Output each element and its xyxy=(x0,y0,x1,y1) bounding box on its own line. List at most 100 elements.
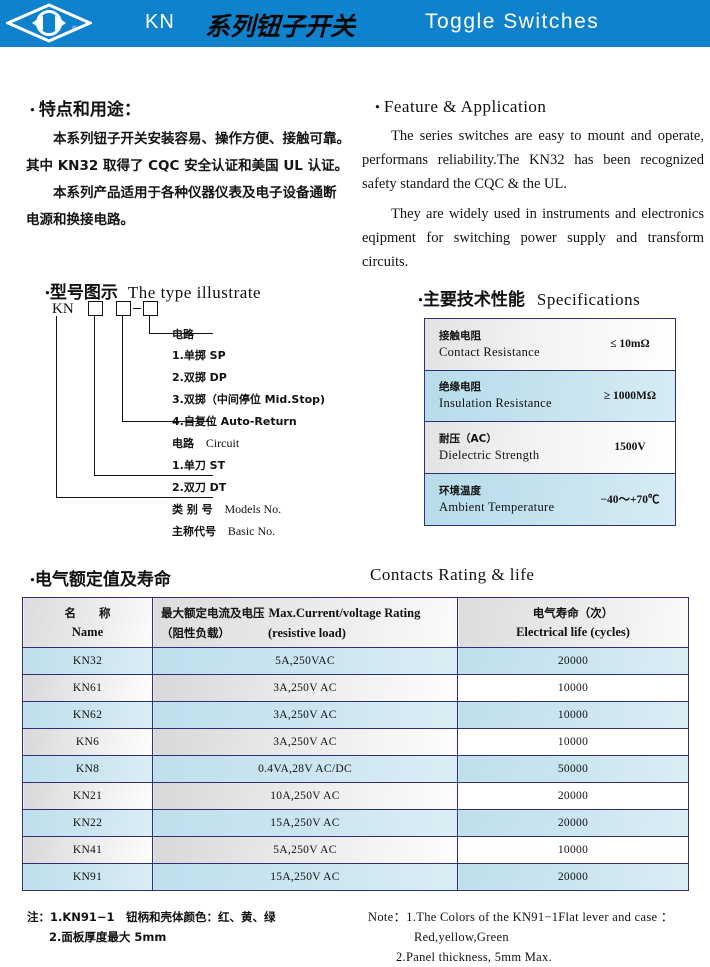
cell-rating: 15A,250V AC xyxy=(152,809,458,837)
cell-rating: 3A,250V AC xyxy=(152,728,458,756)
spec-name-cn: 环境温度 xyxy=(439,484,481,497)
col-header-life-cn: 电气寿命（次） xyxy=(532,605,614,620)
spec-name: 接触电阻 Contact Resistance xyxy=(425,328,585,361)
ratings-heading-en: Contacts Rating & life xyxy=(370,565,535,584)
col-header-rating-line2: （阻性负载） (resistive load) xyxy=(161,623,457,643)
type-box-models xyxy=(88,301,103,316)
note-cn-line-1: 注：1.KN91−1 钮柄和壳体颜色：红、黄、绿 xyxy=(27,910,276,924)
specifications-heading: •主要技术性能 Specifications xyxy=(418,290,641,310)
table-row: KN22 15A,250V AC 20000 xyxy=(22,809,689,837)
ti-g1-opt-4: 4.自复位 Auto-Return xyxy=(172,415,297,428)
feature-cn-line-4: 电源和换接电路。 xyxy=(26,212,134,228)
cell-name: KN8 xyxy=(22,755,153,783)
bullet-icon: • xyxy=(30,573,35,589)
leader-v-2 xyxy=(94,316,96,476)
cell-rating: 0.4VA,28V AC/DC xyxy=(152,755,458,783)
spec-row: 绝缘电阻 Insulation Resistance ≥ 1000MΩ xyxy=(425,370,675,422)
spec-value: ≤ 10mΩ xyxy=(610,338,650,351)
cell-name: KN62 xyxy=(22,701,153,729)
ti-g1-opt-1: 1.单掷 SP xyxy=(172,349,226,362)
cell-name: KN61 xyxy=(22,674,153,702)
spec-name-cn: 绝缘电阻 xyxy=(439,381,481,394)
col-header-life: 电气寿命（次） Electrical life (cycles) xyxy=(457,597,689,648)
spec-row: 耐压（AC） Dielectric Strength 1500V xyxy=(425,422,675,474)
cell-name: KN32 xyxy=(22,647,153,675)
ti-g2-label-en: Circuit xyxy=(205,436,240,450)
ti-g3-label-en: Models No. xyxy=(224,502,282,516)
ti-g2-opt-2: 2.双刀 DT xyxy=(172,481,227,494)
type-dash xyxy=(133,308,141,310)
feature-heading-en: • Feature & Application xyxy=(375,97,547,116)
cell-rating: 10A,250V AC xyxy=(152,782,458,810)
table-row: KN62 3A,250V AC 10000 xyxy=(22,701,689,729)
notes-en: Note：1.The Colors of the KN91−1Flat leve… xyxy=(368,907,703,967)
spec-name-cn: 耐压（AC） xyxy=(439,432,497,445)
spec-name-en: Dielectric Strength xyxy=(439,447,540,462)
cell-life: 20000 xyxy=(457,782,689,810)
note-cn-line-2: 2.面板厚度最大 5mm xyxy=(49,930,167,944)
cell-rating: 15A,250V AC xyxy=(152,863,458,891)
leader-h-1 xyxy=(56,497,213,499)
cell-life: 20000 xyxy=(457,809,689,837)
ti-g4-label-en: Basic No. xyxy=(227,524,276,538)
spec-name: 耐压（AC） Dielectric Strength xyxy=(425,431,585,464)
type-box-throw xyxy=(143,301,158,316)
col-header-rating-en1: Max.Current/voltage Rating xyxy=(268,605,421,620)
spec-name-en: Contact Resistance xyxy=(439,344,540,359)
type-illustrate-heading: •型号图示 The type illustrate xyxy=(45,283,262,303)
note-en-line-1: Note：1.The Colors of the KN91−1Flat leve… xyxy=(368,910,674,924)
header-title-en: Toggle Switches xyxy=(425,10,600,33)
spec-row: 环境温度 Ambient Temperature −40～+70℃ xyxy=(425,473,675,525)
bullet-icon: • xyxy=(45,286,50,302)
col-header-name: 名 称 Name xyxy=(22,597,153,648)
spec-value: 1500V xyxy=(614,441,646,454)
header-series-code: KN xyxy=(145,11,175,33)
ti-g1-opt-2: 2.双掷 DP xyxy=(172,371,227,384)
feature-cn-line-3: 本系列产品适用于各种仪器仪表及电子设备通断 xyxy=(53,185,337,201)
bullet-icon: • xyxy=(418,293,423,309)
type-prefix-label: KN xyxy=(52,301,74,317)
col-header-rating-cn1: 最大额定电流及电压 xyxy=(161,605,265,620)
registered-mark: ® xyxy=(72,26,78,33)
ti-g2-opt-1: 1.单刀 ST xyxy=(172,459,226,472)
leader-h-3 xyxy=(122,421,213,423)
spec-value: −40～+70℃ xyxy=(600,494,660,507)
ratings-heading-cn: •电气额定值及寿命 xyxy=(30,570,171,590)
spec-row: 接触电阻 Contact Resistance ≤ 10mΩ xyxy=(425,319,675,371)
feature-cn-line-2: 其中 KN32 取得了 CQC 安全认证和美国 UL 认证。 xyxy=(26,158,349,174)
col-header-rating-cn2: （阻性负载） xyxy=(161,625,230,640)
leader-v-4 xyxy=(149,316,151,334)
leader-v-3 xyxy=(122,316,124,422)
ti-g3-label-cn: 类 别 号 xyxy=(172,503,213,516)
table-row: KN21 10A,250V AC 20000 xyxy=(22,782,689,810)
feature-en-para-1: The series switches are easy to mount an… xyxy=(362,128,704,192)
note-en-line-2: Red,yellow,Green xyxy=(414,930,509,944)
cell-rating: 5A,250V AC xyxy=(152,836,458,864)
spec-name: 绝缘电阻 Insulation Resistance xyxy=(425,379,585,412)
table-row: KN41 5A,250V AC 10000 xyxy=(22,836,689,864)
feature-heading-cn: • 特点和用途： xyxy=(30,100,141,120)
type-box-circuit xyxy=(116,301,131,316)
cell-rating: 5A,250VAC xyxy=(152,647,458,675)
leader-h-4 xyxy=(149,333,213,335)
ti-g4-label-cn: 主称代号 xyxy=(172,525,216,538)
notes-cn: 注：1.KN91−1 钮柄和壳体颜色：红、黄、绿 2.面板厚度最大 5mm xyxy=(27,907,357,947)
feature-cn-line-1: 本系列钮子开关安装容易、操作方便、接触可靠。 xyxy=(53,131,350,147)
spec-name-cn: 接触电阻 xyxy=(439,329,481,342)
header-title-cn: 系列钮子开关 xyxy=(205,12,356,41)
spec-name: 环境温度 Ambient Temperature xyxy=(425,483,585,516)
cell-life: 20000 xyxy=(457,647,689,675)
cell-rating: 3A,250V AC xyxy=(152,674,458,702)
col-header-life-en: Electrical life (cycles) xyxy=(516,624,630,639)
cell-rating: 3A,250V AC xyxy=(152,701,458,729)
cell-name: KN91 xyxy=(22,863,153,891)
bullet-icon: • xyxy=(30,103,35,119)
table-header-row: 名 称 Name 最大额定电流及电压 Max.Current/voltage R… xyxy=(22,597,689,648)
col-header-name-en: Name xyxy=(71,624,104,639)
col-header-name-cn: 名 称 xyxy=(64,605,111,620)
leader-h-2 xyxy=(94,475,213,477)
ti-g1-opt-3: 3.双掷（中间停位 Mid.Stop) xyxy=(172,393,326,406)
table-row: KN61 3A,250V AC 10000 xyxy=(22,674,689,702)
feature-body-cn: 本系列钮子开关安装容易、操作方便、接触可靠。 其中 KN32 取得了 CQC 安… xyxy=(26,126,356,234)
cell-life: 20000 xyxy=(457,863,689,891)
